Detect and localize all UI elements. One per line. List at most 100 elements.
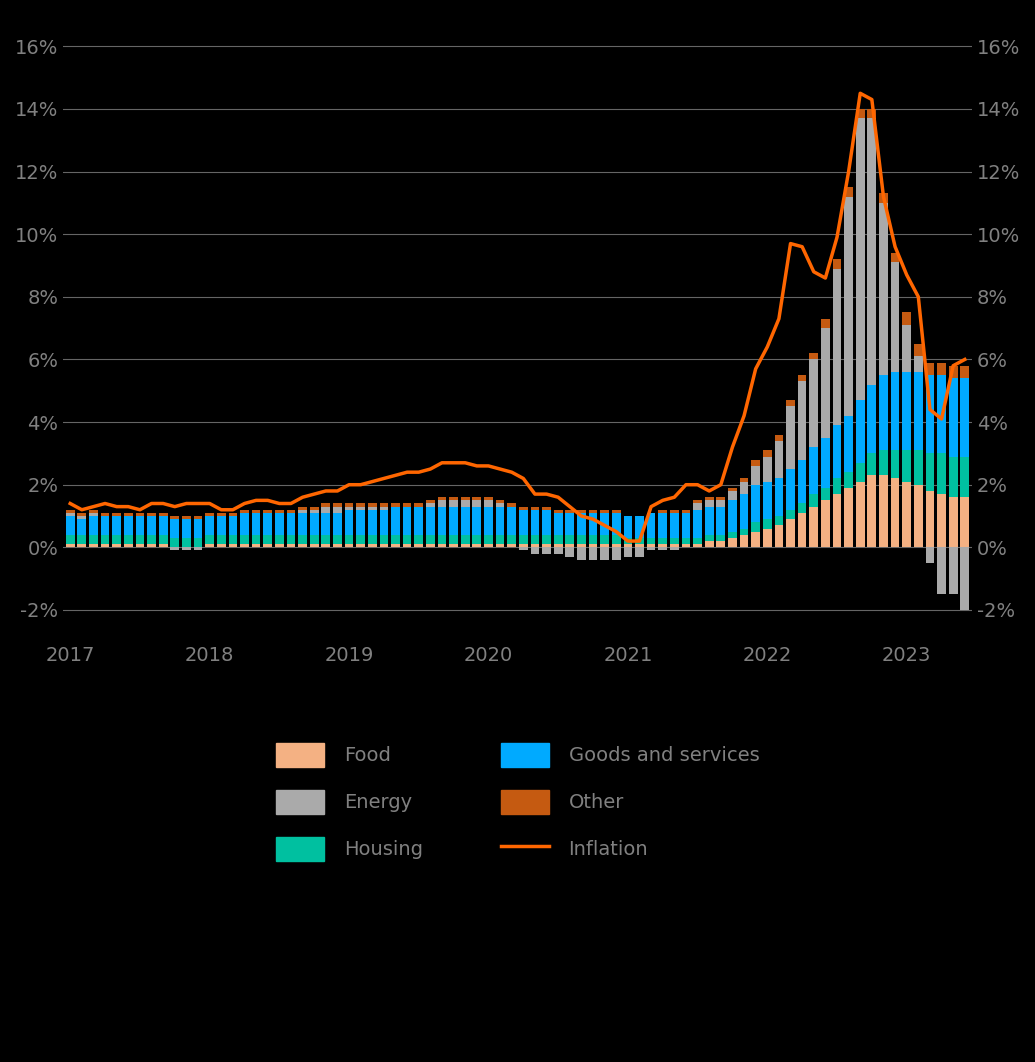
Bar: [380, 503, 388, 507]
Bar: [623, 547, 632, 556]
Bar: [496, 500, 504, 503]
Bar: [414, 535, 423, 544]
Bar: [845, 487, 853, 547]
Bar: [798, 513, 806, 547]
Bar: [322, 544, 330, 547]
Bar: [309, 513, 319, 535]
Bar: [763, 529, 772, 547]
Bar: [949, 365, 957, 378]
Bar: [136, 516, 144, 535]
Bar: [403, 535, 412, 544]
Bar: [914, 450, 922, 484]
Bar: [774, 516, 783, 526]
Bar: [78, 513, 86, 516]
Bar: [531, 547, 539, 553]
Bar: [832, 259, 841, 269]
Bar: [612, 510, 621, 513]
Bar: [578, 544, 586, 547]
Bar: [287, 535, 295, 544]
Bar: [612, 544, 621, 547]
Bar: [217, 544, 226, 547]
Bar: [705, 497, 713, 500]
Bar: [309, 535, 319, 544]
Bar: [925, 362, 935, 375]
Bar: [356, 535, 365, 544]
Bar: [333, 535, 342, 544]
Bar: [658, 538, 668, 544]
Bar: [763, 519, 772, 529]
Bar: [484, 544, 493, 547]
Bar: [322, 513, 330, 535]
Bar: [960, 365, 969, 378]
Bar: [252, 513, 261, 535]
Bar: [158, 516, 168, 535]
Bar: [89, 510, 97, 513]
Bar: [333, 513, 342, 535]
Bar: [391, 507, 400, 535]
Bar: [333, 507, 342, 513]
Bar: [217, 535, 226, 544]
Bar: [623, 538, 632, 544]
Bar: [658, 547, 668, 550]
Bar: [938, 547, 946, 595]
Bar: [809, 507, 818, 547]
Bar: [891, 253, 899, 262]
Bar: [635, 544, 644, 547]
Bar: [867, 118, 877, 384]
Bar: [194, 538, 203, 547]
Bar: [542, 547, 551, 553]
Bar: [66, 513, 75, 516]
Bar: [589, 510, 597, 513]
Bar: [322, 507, 330, 513]
Bar: [66, 510, 75, 513]
Bar: [113, 535, 121, 544]
Bar: [136, 535, 144, 544]
Bar: [821, 319, 830, 328]
Bar: [345, 503, 353, 507]
Bar: [205, 513, 214, 516]
Bar: [66, 535, 75, 544]
Bar: [682, 510, 690, 513]
Bar: [66, 544, 75, 547]
Bar: [171, 538, 179, 547]
Bar: [938, 494, 946, 547]
Bar: [531, 510, 539, 535]
Bar: [600, 547, 609, 560]
Bar: [716, 500, 726, 507]
Bar: [903, 312, 911, 325]
Bar: [751, 466, 760, 484]
Bar: [949, 547, 957, 595]
Bar: [205, 516, 214, 535]
Bar: [914, 372, 922, 450]
Bar: [612, 535, 621, 544]
Bar: [89, 535, 97, 544]
Bar: [705, 500, 713, 507]
Bar: [113, 516, 121, 535]
Bar: [252, 535, 261, 544]
Bar: [182, 516, 190, 519]
Bar: [438, 500, 446, 507]
Bar: [414, 503, 423, 507]
Bar: [263, 513, 272, 535]
Bar: [740, 479, 748, 481]
Bar: [298, 507, 307, 510]
Bar: [821, 500, 830, 547]
Bar: [426, 500, 435, 503]
Bar: [693, 544, 702, 547]
Bar: [531, 544, 539, 547]
Bar: [356, 503, 365, 507]
Bar: [728, 538, 737, 547]
Bar: [891, 479, 899, 547]
Bar: [635, 547, 644, 556]
Bar: [658, 513, 668, 538]
Bar: [531, 535, 539, 544]
Bar: [751, 484, 760, 523]
Bar: [124, 516, 132, 535]
Bar: [589, 513, 597, 535]
Bar: [147, 516, 156, 535]
Bar: [158, 535, 168, 544]
Bar: [217, 513, 226, 516]
Bar: [426, 503, 435, 507]
Bar: [578, 510, 586, 513]
Bar: [821, 328, 830, 438]
